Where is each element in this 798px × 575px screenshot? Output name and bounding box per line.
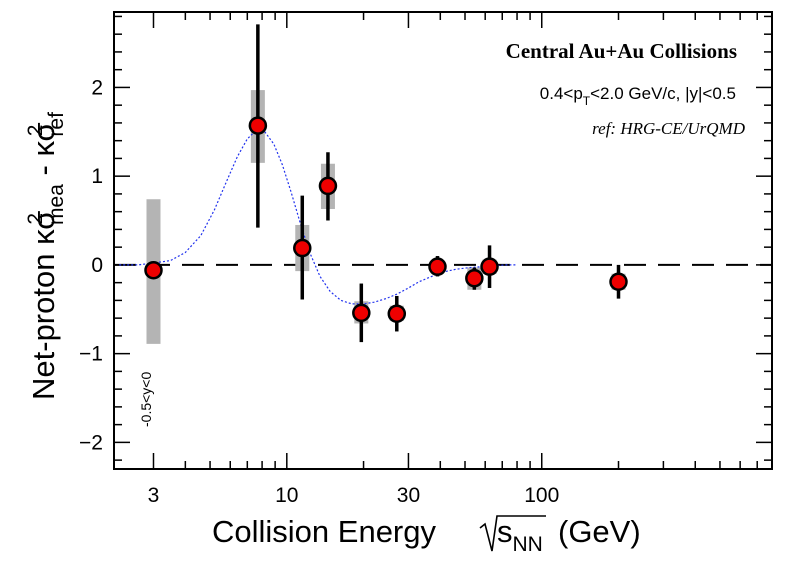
data-point <box>352 303 371 323</box>
systematic-error-bands <box>146 90 626 344</box>
data-points <box>144 116 628 323</box>
sqrt-icon <box>479 515 546 552</box>
y-tick-label: 0 <box>91 254 103 277</box>
model-curve <box>119 129 517 305</box>
rapidity-note: -0.5<y<0 <box>138 372 154 427</box>
y-tick-label: −1 <box>79 343 103 366</box>
data-point <box>248 116 268 135</box>
x-tick-label: 100 <box>524 484 559 507</box>
y-tick-labels: −2 −1 0 1 2 <box>79 76 103 454</box>
y-tick-label: 2 <box>91 76 103 99</box>
chart-title: Central Au+Au Collisions <box>506 39 737 63</box>
y-tick-label: 1 <box>91 165 103 188</box>
axis-ticks <box>114 12 773 469</box>
data-point <box>428 257 447 276</box>
data-point <box>318 176 338 196</box>
data-point <box>387 304 407 323</box>
x-axis-label-main: Collision Energy <box>212 514 436 549</box>
statistical-error-bars <box>256 24 621 343</box>
x-tick-label: 10 <box>275 484 298 507</box>
x-tick-label: 3 <box>148 484 160 507</box>
x-tick-label: 30 <box>397 484 420 507</box>
data-point <box>293 238 312 258</box>
plot-frame <box>113 11 773 470</box>
x-axis-label-sqrt: sNN <box>497 514 543 556</box>
data-point <box>609 272 628 292</box>
x-axis-label-unit: (GeV) <box>558 514 641 549</box>
data-point <box>465 268 484 288</box>
y-axis-label: Net-proton κσ2mea - κσ2ref <box>24 112 68 400</box>
chart-subtitle: 0.4<pT<2.0 GeV/c, |y|<0.5 <box>540 84 736 108</box>
data-point <box>144 260 163 280</box>
data-point <box>480 257 499 276</box>
y-tick-label: −2 <box>79 431 103 454</box>
x-axis-label: Collision Energy <box>212 514 436 549</box>
x-tick-labels: 3 10 30 100 <box>148 484 560 507</box>
ref-note: ref: HRG-CE/UrQMD <box>592 119 746 138</box>
